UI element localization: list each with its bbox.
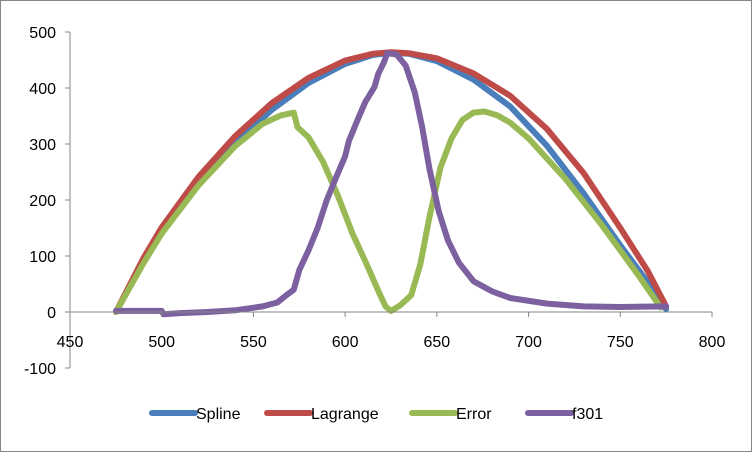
legend: Spline Lagrange Error f301 (149, 406, 603, 423)
x-tick-label: 650 (424, 334, 451, 351)
legend-label-error: Error (456, 406, 492, 423)
legend-label-lagrange: Lagrange (311, 406, 379, 423)
x-tick-label: 600 (332, 334, 359, 351)
y-tick-label: 100 (29, 249, 56, 266)
series-layer (112, 49, 670, 318)
axes-layer (69, 32, 712, 368)
y-tick-label: 0 (47, 305, 56, 322)
series-line-error (112, 108, 664, 315)
x-tick-label: 800 (699, 334, 726, 351)
legend-label-f301: f301 (572, 406, 603, 423)
legend-label-spline: Spline (196, 406, 241, 423)
x-tick-label: 700 (515, 334, 542, 351)
y-tick-label: 400 (29, 81, 56, 98)
x-tick-label: 750 (607, 334, 634, 351)
x-tick-label: 550 (240, 334, 267, 351)
x-tick-label: 500 (148, 334, 175, 351)
y-tick-label: 300 (29, 137, 56, 154)
series-line-f301 (112, 50, 670, 318)
x-tick-label: 450 (57, 334, 84, 351)
y-tick-label: 500 (29, 25, 56, 42)
y-tick-label: 200 (29, 193, 56, 210)
y-tick-label: -100 (24, 361, 56, 378)
tick-layer: -100 0 100 200 300 400 500 450 500 550 600 650 700 75… (24, 25, 725, 378)
